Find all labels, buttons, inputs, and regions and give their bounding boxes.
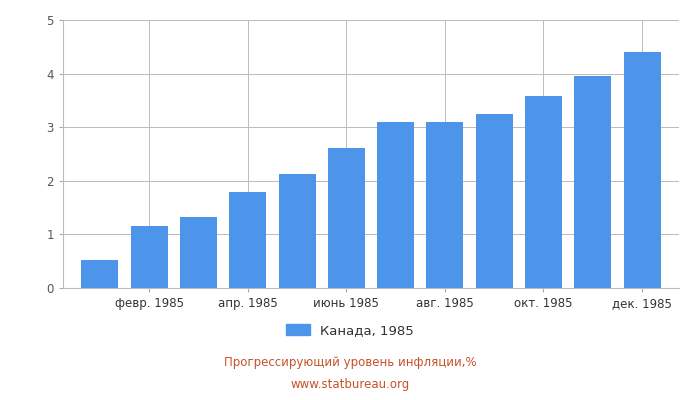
Bar [131,226,168,288]
Bar [180,217,217,288]
Legend: Канада, 1985: Канада, 1985 [281,318,419,342]
Bar [377,122,414,288]
Bar [328,148,365,288]
Bar [476,114,512,288]
Bar [624,52,661,288]
Bar [81,260,118,288]
Bar [426,122,463,288]
Bar [230,192,266,288]
Bar [574,76,611,288]
Bar [279,174,316,288]
Text: Прогрессирующий уровень инфляции,%: Прогрессирующий уровень инфляции,% [224,356,476,369]
Text: www.statbureau.org: www.statbureau.org [290,378,410,391]
Bar [525,96,562,288]
